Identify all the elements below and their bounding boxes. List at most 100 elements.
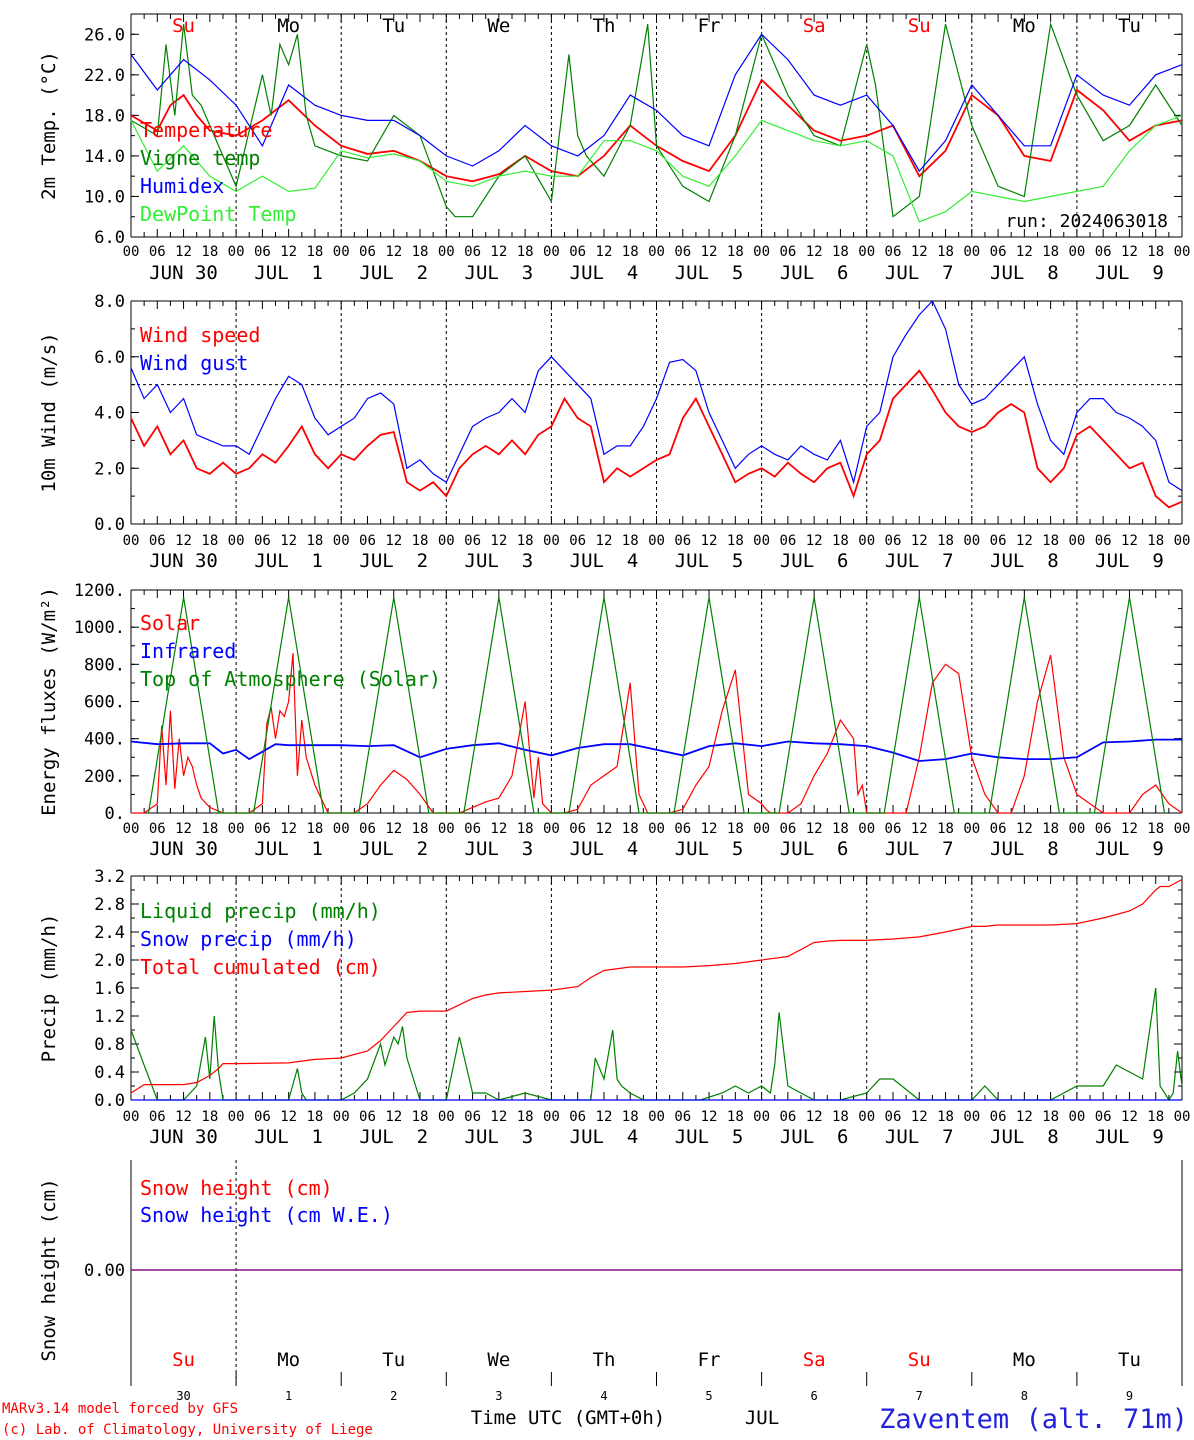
hour-tick-label: 18 (1147, 533, 1164, 549)
date-label: JUL 6 (780, 550, 849, 572)
hour-tick-label: 06 (885, 533, 902, 549)
hour-tick-label: 12 (385, 244, 402, 260)
hour-tick-label: 00 (333, 244, 350, 260)
hour-tick-label: 12 (596, 244, 613, 260)
date-label: JUL 4 (570, 838, 639, 860)
hour-tick-label: 18 (622, 1109, 639, 1125)
hour-tick-label: 12 (911, 533, 928, 549)
hour-tick-label: 18 (1147, 821, 1164, 837)
hour-tick-label: 00 (963, 533, 980, 549)
hour-tick-label: 06 (674, 533, 691, 549)
hour-tick-label: 12 (280, 821, 297, 837)
date-label: JUL 8 (990, 550, 1059, 572)
hour-tick-label: 06 (569, 533, 586, 549)
day-number: 1 (285, 1389, 292, 1403)
hour-tick-label: 06 (674, 244, 691, 260)
y-tick-label: 22.0 (84, 66, 125, 86)
hour-tick-label: 12 (385, 1109, 402, 1125)
hour-tick-label: 00 (333, 1109, 350, 1125)
hour-tick-label: 00 (123, 821, 140, 837)
hour-tick-label: 18 (201, 533, 218, 549)
series-line-wind-gust (130, 299, 1183, 492)
day-of-week-label: Sa (803, 15, 826, 37)
y-tick-label: 2.8 (94, 895, 125, 915)
legend-entry: Snow height (cm W.E.) (140, 1203, 393, 1227)
hour-tick-label: 06 (779, 821, 796, 837)
y-tick-label: 10.0 (84, 187, 125, 207)
date-label: JUL 1 (254, 838, 323, 860)
date-label: JUL 7 (885, 838, 954, 860)
hour-tick-label: 18 (412, 244, 429, 260)
hour-tick-label: 12 (806, 244, 823, 260)
y-tick-label: 1000. (74, 618, 125, 638)
hour-tick-label: 06 (990, 1109, 1007, 1125)
date-label: JUL 6 (780, 1126, 849, 1148)
day-of-week-label: Su (908, 1349, 931, 1371)
hour-tick-label: 00 (648, 244, 665, 260)
hour-tick-label: 12 (175, 244, 192, 260)
y-tick-label: 1200. (74, 581, 125, 601)
hour-tick-label: 00 (858, 1109, 875, 1125)
y-tick-label: 600. (84, 693, 125, 713)
hour-tick-label: 00 (228, 1109, 245, 1125)
day-number: 4 (600, 1389, 607, 1403)
hour-tick-label: 00 (858, 821, 875, 837)
hour-tick-label: 06 (254, 533, 271, 549)
date-label: JUL 3 (465, 262, 534, 284)
series-line-wind-speed (130, 369, 1183, 509)
y-tick-label: 14.0 (84, 147, 125, 167)
y-tick-label: 6.0 (94, 228, 125, 248)
hour-tick-label: 06 (1095, 821, 1112, 837)
hour-tick-label: 06 (990, 533, 1007, 549)
series-line-top-of-atmosphere-solar (147, 597, 1166, 814)
hour-tick-label: 00 (1068, 1109, 1085, 1125)
hour-tick-label: 00 (543, 1109, 560, 1125)
day-of-week-label: We (487, 15, 510, 37)
legend-entry: Wind speed (140, 323, 260, 347)
date-label: JUL 6 (780, 262, 849, 284)
hour-tick-label: 12 (701, 244, 718, 260)
date-label: JUN 30 (149, 838, 218, 860)
hour-tick-label: 06 (885, 821, 902, 837)
hour-tick-label: 06 (779, 244, 796, 260)
y-tick-label: 0.4 (94, 1063, 125, 1083)
hour-tick-label: 18 (937, 1109, 954, 1125)
date-label: JUL 2 (359, 1126, 428, 1148)
hour-tick-label: 12 (490, 821, 507, 837)
footer: 30 1 2 3 4 5 6 7 8 9 Time UTC (GMT+0h) JUL MARv3.14 … (2, 1372, 1188, 1438)
hour-tick-label: 18 (937, 533, 954, 549)
y-tick-label: 2.4 (94, 923, 125, 943)
day-number: 7 (916, 1389, 923, 1403)
date-label: JUL 5 (675, 550, 744, 572)
legend-entry: Vigne temp (140, 146, 260, 170)
credit-line: MARv3.14 model forced by GFS (2, 1401, 238, 1417)
date-label: JUL 9 (1095, 1126, 1164, 1148)
y-axis-label: Snow height (cm) (38, 1178, 60, 1361)
series-line-dewpoint-temp (130, 114, 1183, 223)
day-of-week-label: We (487, 1349, 510, 1371)
hour-tick-label: 00 (438, 1109, 455, 1125)
hour-tick-label: 12 (911, 821, 928, 837)
hour-tick-label: 18 (517, 1109, 534, 1125)
hour-tick-label: 12 (1016, 533, 1033, 549)
hour-tick-label: 00 (1174, 1109, 1191, 1125)
credit-line: (c) Lab. of Climatology, University of L… (2, 1422, 373, 1438)
hour-tick-label: 00 (1068, 244, 1085, 260)
legend-entry: Liquid precip (mm/h) (140, 899, 381, 923)
x-axis-label: Time UTC (GMT+0h) (471, 1407, 665, 1429)
hour-tick-label: 12 (385, 533, 402, 549)
hour-tick-label: 12 (596, 821, 613, 837)
y-axis-label: 10m Wind (m/s) (38, 332, 60, 492)
run-label: run: 2024063018 (1005, 211, 1168, 232)
hour-tick-label: 12 (385, 821, 402, 837)
hour-tick-label: 06 (779, 1109, 796, 1125)
hour-tick-label: 18 (727, 533, 744, 549)
date-label: JUL 3 (465, 1126, 534, 1148)
day-of-week-label: Mo (1013, 15, 1036, 37)
day-of-week-label: Mo (1013, 1349, 1036, 1371)
day-of-week-label: Fr (698, 1349, 721, 1371)
panel-3: 0. 200. 400. 600. 800. 1000. 1200. Energy fluxe… (38, 581, 1190, 860)
date-label: JUL 5 (675, 262, 744, 284)
hour-tick-label: 12 (806, 821, 823, 837)
